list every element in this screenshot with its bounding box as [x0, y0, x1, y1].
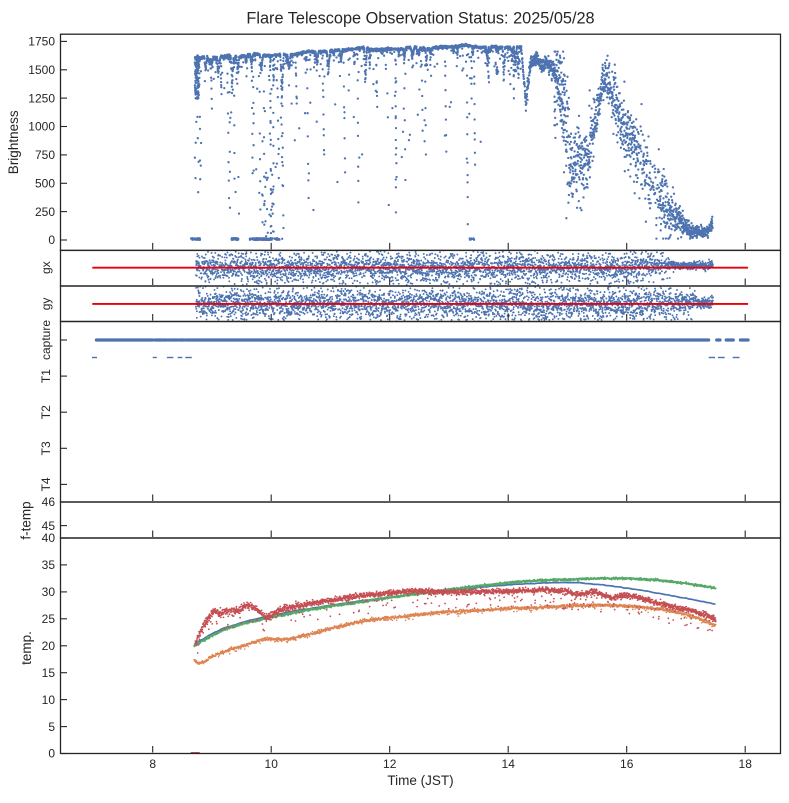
svg-text:16: 16	[620, 757, 634, 771]
svg-text:1000: 1000	[28, 120, 55, 134]
svg-text:750: 750	[35, 148, 55, 162]
svg-text:T2: T2	[39, 405, 53, 419]
svg-text:0: 0	[48, 747, 55, 761]
svg-text:temp.: temp.	[19, 631, 34, 665]
svg-text:15: 15	[42, 666, 56, 680]
svg-text:Flare Telescope Observation St: Flare Telescope Observation Status: 2025…	[246, 9, 594, 27]
svg-text:46: 46	[42, 495, 56, 509]
svg-text:45: 45	[42, 519, 56, 533]
svg-text:T3: T3	[39, 441, 53, 455]
svg-text:14: 14	[502, 757, 516, 771]
svg-text:0: 0	[48, 233, 55, 247]
svg-text:Brightness: Brightness	[6, 110, 21, 174]
svg-text:8: 8	[149, 757, 156, 771]
svg-text:Time (JST): Time (JST)	[387, 773, 453, 788]
svg-text:1250: 1250	[28, 91, 55, 105]
svg-text:12: 12	[383, 757, 397, 771]
svg-text:T4: T4	[39, 477, 53, 491]
svg-text:5: 5	[48, 720, 55, 734]
svg-text:1500: 1500	[28, 63, 55, 77]
svg-text:25: 25	[42, 612, 56, 626]
svg-text:500: 500	[35, 177, 55, 191]
svg-text:f-temp: f-temp	[19, 501, 34, 539]
svg-text:18: 18	[739, 757, 753, 771]
svg-text:gy: gy	[39, 298, 53, 311]
svg-text:capture: capture	[39, 320, 53, 360]
svg-text:T1: T1	[39, 369, 53, 383]
svg-text:35: 35	[42, 558, 56, 572]
svg-text:10: 10	[42, 693, 56, 707]
svg-text:1750: 1750	[28, 35, 55, 49]
svg-text:40: 40	[42, 531, 56, 545]
svg-text:gx: gx	[39, 261, 53, 274]
svg-text:250: 250	[35, 205, 55, 219]
svg-text:30: 30	[42, 585, 56, 599]
svg-text:20: 20	[42, 639, 56, 653]
svg-text:10: 10	[265, 757, 279, 771]
